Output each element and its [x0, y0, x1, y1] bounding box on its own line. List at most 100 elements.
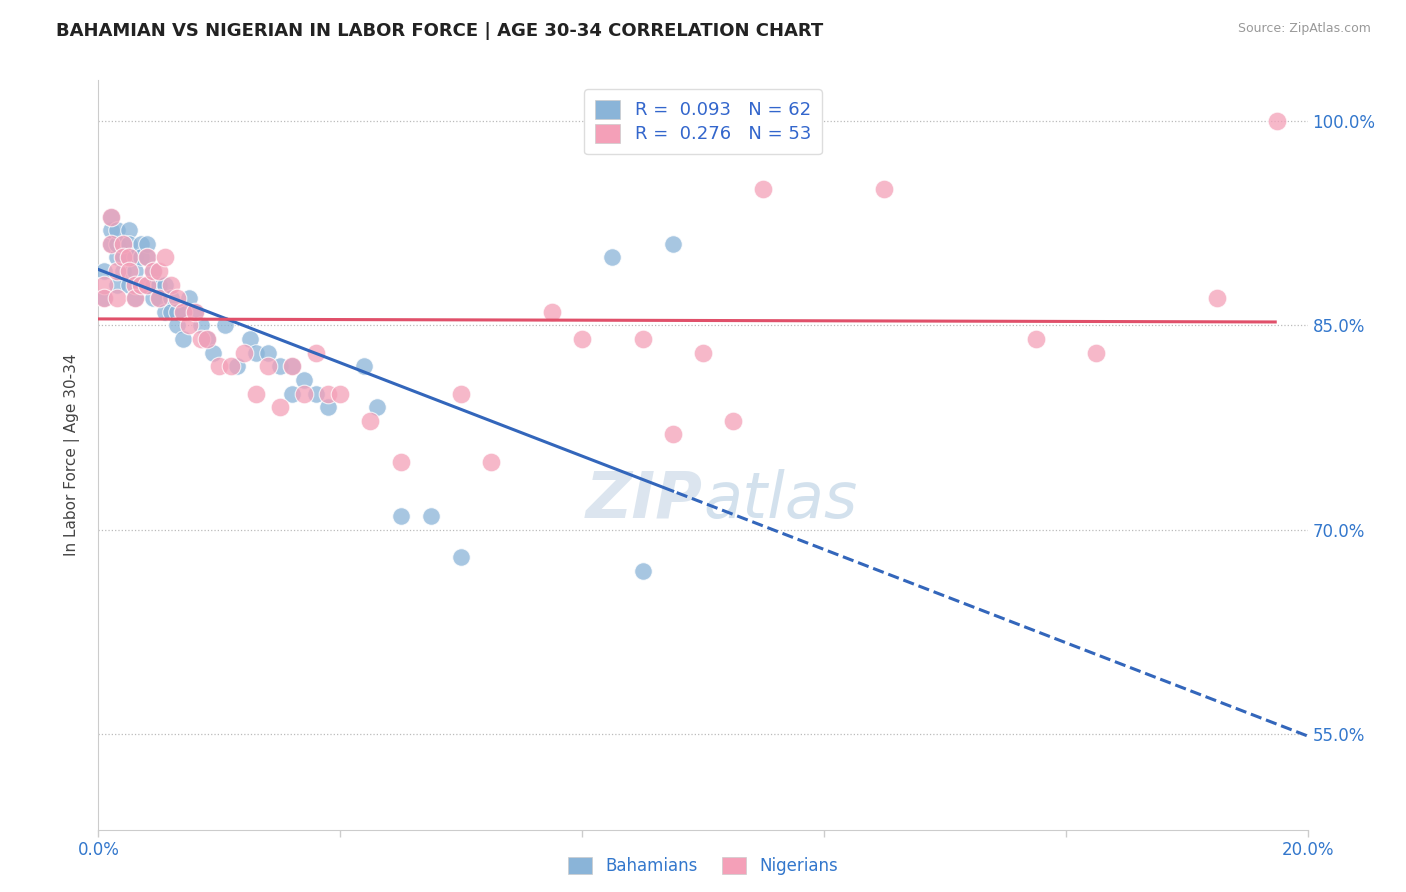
- Point: [129, 277, 152, 292]
- Point: [118, 236, 141, 251]
- Point: [269, 359, 291, 374]
- Point: [105, 236, 128, 251]
- Point: [661, 236, 683, 251]
- Point: [481, 455, 503, 469]
- Point: [135, 251, 157, 265]
- Point: [148, 291, 170, 305]
- Point: [105, 264, 128, 278]
- Point: [111, 236, 134, 251]
- Text: BAHAMIAN VS NIGERIAN IN LABOR FORCE | AGE 30-34 CORRELATION CHART: BAHAMIAN VS NIGERIAN IN LABOR FORCE | AG…: [56, 22, 824, 40]
- Point: [540, 305, 562, 319]
- Point: [129, 236, 152, 251]
- Point: [142, 264, 165, 278]
- Point: [129, 277, 152, 292]
- Point: [160, 305, 183, 319]
- Point: [111, 264, 134, 278]
- Point: [184, 305, 207, 319]
- Point: [692, 345, 714, 359]
- Point: [142, 277, 165, 292]
- Point: [1267, 114, 1289, 128]
- Point: [723, 414, 745, 428]
- Point: [124, 291, 146, 305]
- Point: [100, 210, 122, 224]
- Point: [420, 509, 443, 524]
- Point: [305, 386, 328, 401]
- Point: [190, 332, 212, 346]
- Point: [292, 373, 315, 387]
- Text: atlas: atlas: [703, 469, 858, 531]
- Point: [305, 345, 328, 359]
- Point: [124, 264, 146, 278]
- Point: [129, 251, 152, 265]
- Point: [118, 251, 141, 265]
- Point: [105, 251, 128, 265]
- Point: [111, 251, 134, 265]
- Point: [256, 345, 278, 359]
- Point: [135, 277, 157, 292]
- Point: [166, 291, 188, 305]
- Point: [292, 386, 315, 401]
- Point: [873, 182, 896, 196]
- Point: [172, 332, 194, 346]
- Point: [105, 223, 128, 237]
- Point: [202, 345, 225, 359]
- Point: [329, 386, 352, 401]
- Point: [118, 251, 141, 265]
- Point: [160, 277, 183, 292]
- Point: [316, 386, 339, 401]
- Point: [105, 291, 128, 305]
- Point: [190, 318, 212, 333]
- Point: [148, 277, 170, 292]
- Point: [179, 318, 201, 333]
- Point: [281, 386, 304, 401]
- Point: [160, 291, 183, 305]
- Point: [111, 251, 134, 265]
- Point: [245, 386, 267, 401]
- Point: [124, 291, 146, 305]
- Point: [631, 564, 654, 578]
- Point: [135, 236, 157, 251]
- Y-axis label: In Labor Force | Age 30-34: In Labor Force | Age 30-34: [63, 353, 80, 557]
- Point: [214, 318, 236, 333]
- Point: [93, 291, 115, 305]
- Point: [148, 291, 170, 305]
- Point: [172, 305, 194, 319]
- Point: [389, 455, 412, 469]
- Point: [118, 277, 141, 292]
- Point: [256, 359, 278, 374]
- Point: [100, 236, 122, 251]
- Point: [93, 277, 115, 292]
- Point: [221, 359, 243, 374]
- Point: [135, 251, 157, 265]
- Point: [100, 223, 122, 237]
- Point: [100, 236, 122, 251]
- Point: [179, 291, 201, 305]
- Point: [232, 345, 254, 359]
- Point: [118, 223, 141, 237]
- Text: Source: ZipAtlas.com: Source: ZipAtlas.com: [1237, 22, 1371, 36]
- Point: [353, 359, 375, 374]
- Legend: R =  0.093   N = 62, R =  0.276   N = 53: R = 0.093 N = 62, R = 0.276 N = 53: [583, 89, 823, 154]
- Point: [153, 305, 176, 319]
- Point: [166, 305, 188, 319]
- Point: [281, 359, 304, 374]
- Point: [389, 509, 412, 524]
- Point: [602, 251, 624, 265]
- Point: [100, 210, 122, 224]
- Point: [195, 332, 218, 346]
- Point: [571, 332, 593, 346]
- Text: ZIP: ZIP: [586, 469, 703, 531]
- Point: [208, 359, 231, 374]
- Point: [450, 550, 472, 565]
- Point: [153, 277, 176, 292]
- Point: [366, 401, 388, 415]
- Point: [153, 251, 176, 265]
- Point: [631, 332, 654, 346]
- Point: [450, 386, 472, 401]
- Point: [239, 332, 262, 346]
- Point: [226, 359, 249, 374]
- Point: [93, 264, 115, 278]
- Point: [166, 318, 188, 333]
- Point: [269, 401, 291, 415]
- Point: [105, 277, 128, 292]
